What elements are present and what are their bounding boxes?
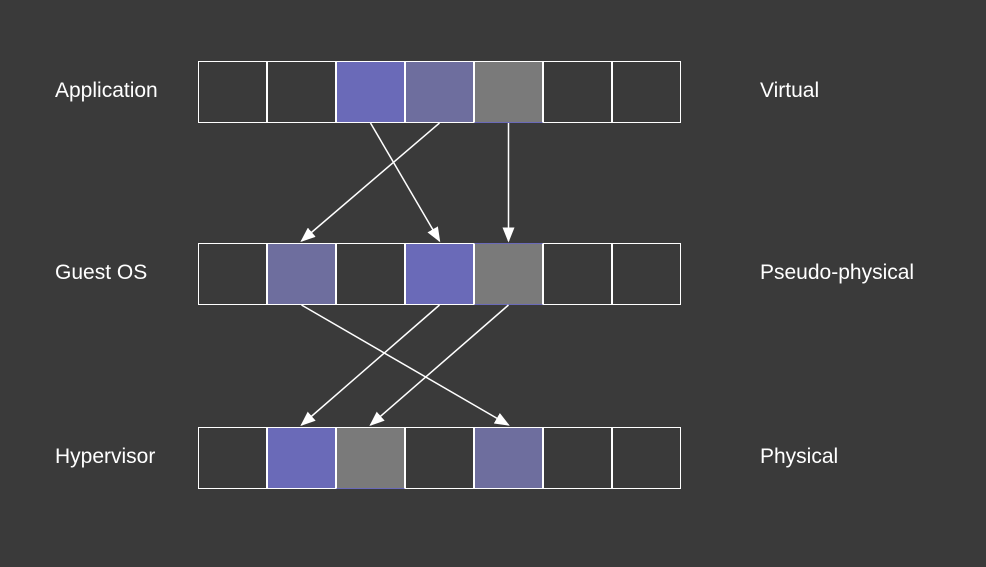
application-cell-6 [612, 61, 681, 123]
guest-os-cell-3 [405, 243, 474, 305]
arrow-3 [302, 305, 509, 425]
application-label-left: Application [55, 79, 158, 103]
application-cell-2 [336, 61, 405, 123]
hypervisor-label-right: Physical [760, 445, 838, 469]
guest-os-label-left: Guest OS [55, 261, 147, 285]
arrow-5 [371, 305, 509, 425]
application-cell-4 [474, 61, 543, 123]
application-cell-0 [198, 61, 267, 123]
hypervisor-cell-1 [267, 427, 336, 489]
application-row [198, 61, 681, 123]
application-cell-1 [267, 61, 336, 123]
guest-os-cell-2 [336, 243, 405, 305]
arrow-0 [371, 123, 440, 241]
guest-os-cell-5 [543, 243, 612, 305]
hypervisor-cell-3 [405, 427, 474, 489]
hypervisor-cell-5 [543, 427, 612, 489]
application-label-right: Virtual [760, 79, 819, 103]
guest-os-label-right: Pseudo-physical [760, 261, 914, 285]
application-cell-3 [405, 61, 474, 123]
hypervisor-row [198, 427, 681, 489]
hypervisor-cell-2 [336, 427, 405, 489]
guest-os-cell-4 [474, 243, 543, 305]
guest-os-cell-1 [267, 243, 336, 305]
guest-os-cell-0 [198, 243, 267, 305]
arrow-1 [302, 123, 440, 241]
arrow-4 [302, 305, 440, 425]
hypervisor-cell-4 [474, 427, 543, 489]
guest-os-row [198, 243, 681, 305]
hypervisor-label-left: Hypervisor [55, 445, 155, 469]
application-cell-5 [543, 61, 612, 123]
guest-os-cell-6 [612, 243, 681, 305]
hypervisor-cell-0 [198, 427, 267, 489]
hypervisor-cell-6 [612, 427, 681, 489]
